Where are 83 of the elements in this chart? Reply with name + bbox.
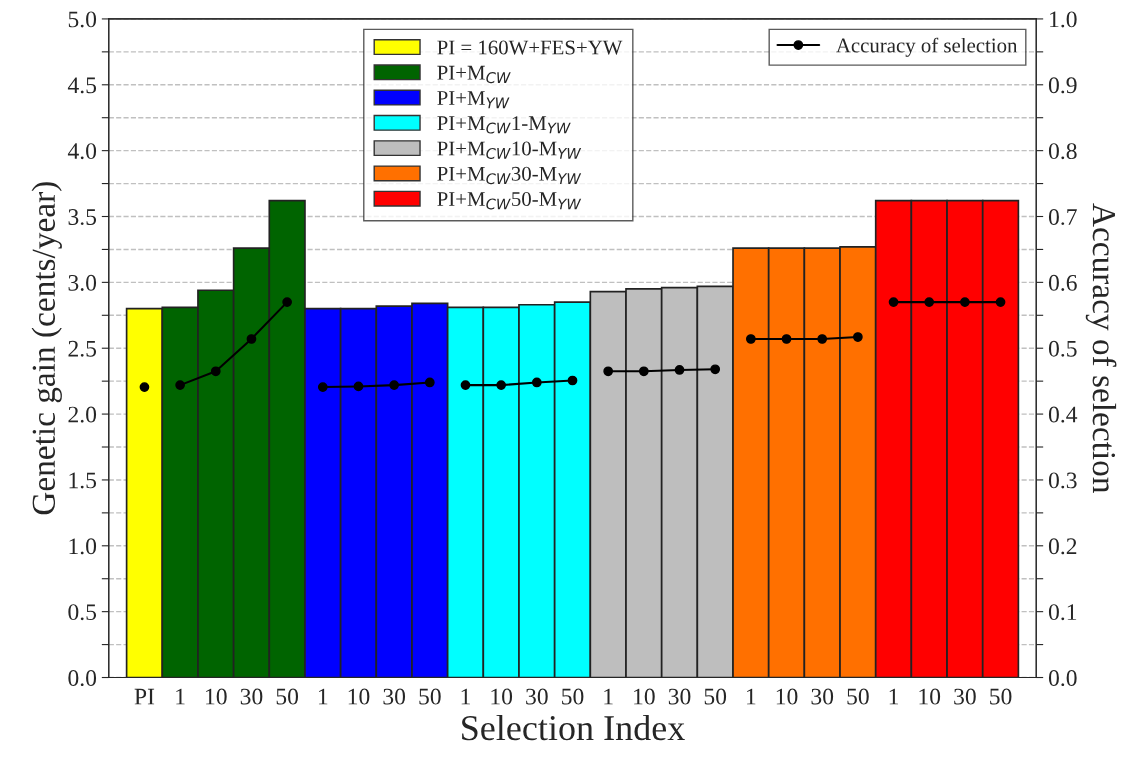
- y-axis-title: Genetic gain (cents/year): [31, 182, 62, 515]
- point: [853, 332, 863, 342]
- point: [496, 380, 507, 390]
- point: [638, 366, 649, 377]
- y2-tick-label: 0.0: [1048, 670, 1077, 687]
- point: [888, 297, 899, 307]
- x-tick-label: 10: [206, 688, 227, 705]
- legend-label: PI+M$_{CW}$50-M$_{YW}$: [437, 192, 582, 210]
- x-tick-label: 1: [461, 688, 470, 705]
- y2-tick-label: 0.3: [1048, 472, 1077, 489]
- point: [567, 375, 578, 386]
- x-tick-label: 50: [562, 688, 584, 705]
- point: [710, 364, 721, 375]
- point: [175, 380, 185, 390]
- legend-label: PI = 160W+FES+YW: [437, 40, 623, 55]
- x-tick-label: 50: [704, 688, 727, 705]
- y2-tick-label: 0.4: [1048, 406, 1078, 423]
- point: [960, 297, 970, 307]
- point: [317, 382, 328, 392]
- point: [817, 334, 828, 344]
- y-tick-label: 5.0: [68, 11, 97, 28]
- point: [995, 297, 1006, 307]
- legend-label: Accuracy of selection: [836, 37, 1018, 57]
- y2-tick-label: 0.1: [1048, 604, 1077, 621]
- x-tick-label: 10: [776, 688, 798, 705]
- x-tick-label: 30: [811, 688, 834, 705]
- x-tick-label: 1: [604, 688, 613, 705]
- x-tick-label: 10: [348, 688, 370, 705]
- y-tick-label: 1.5: [69, 472, 97, 489]
- x-tick-label: 30: [954, 688, 976, 705]
- y-tick-label: 4.5: [67, 77, 97, 94]
- x-tick-label: 50: [990, 688, 1012, 705]
- x-tick-label: 1: [747, 688, 756, 705]
- legend-label: PI+M$_{CW}$10-M$_{YW}$: [437, 141, 582, 159]
- y-tick-label: 0.0: [68, 670, 97, 687]
- point: [745, 334, 756, 344]
- point: [603, 366, 614, 377]
- x-tick-label: 1: [889, 688, 899, 705]
- y-tick-label: 2.5: [68, 340, 97, 357]
- legend-label: PI+M$_{CW}$1-M$_{YW}$: [437, 116, 571, 134]
- y2-tick-label: 0.5: [1048, 340, 1077, 357]
- x-tick-label: 30: [526, 688, 548, 705]
- y2-axis-title: Accuracy of selection: [1085, 203, 1117, 494]
- y2-tick-label: 0.8: [1048, 143, 1077, 160]
- y2-tick-label: 0.6: [1048, 274, 1077, 291]
- y-tick-label: 3.5: [68, 209, 97, 226]
- point: [246, 334, 257, 344]
- x-tick-label: 10: [491, 688, 513, 705]
- x-tick-label: 10: [634, 688, 655, 705]
- x-tick-label: 30: [668, 688, 691, 705]
- y-tick-label: 0.5: [68, 604, 97, 621]
- y2-tick-label: 0.7: [1048, 208, 1077, 226]
- point: [531, 377, 542, 388]
- point: [781, 334, 792, 344]
- point: [924, 297, 935, 307]
- point: [674, 365, 685, 375]
- point: [139, 382, 150, 392]
- x-tick-label: 1: [318, 688, 328, 705]
- point: [282, 297, 292, 307]
- point: [210, 366, 221, 377]
- y-tick-label: 4.0: [67, 143, 97, 160]
- x-tick-label: 50: [847, 688, 869, 705]
- x-axis-title: Selection Index: [462, 714, 685, 741]
- legend-label: PI+M$_{CW}$: [437, 65, 511, 84]
- y2-tick-label: 0.2: [1048, 538, 1077, 555]
- y-tick-label: 2.0: [68, 406, 97, 423]
- x-tick-label: 30: [240, 688, 263, 705]
- point: [389, 380, 400, 390]
- x-tick-label: PI: [134, 688, 155, 705]
- y-tick-label: 3.0: [68, 274, 97, 291]
- x-tick-label: 50: [276, 688, 299, 705]
- x-tick-label: 1: [176, 688, 185, 705]
- point: [460, 380, 471, 390]
- x-tick-label: 30: [383, 688, 406, 705]
- y2-tick-label: 1.0: [1050, 11, 1077, 28]
- point: [424, 377, 435, 388]
- x-tick-label: 10: [919, 688, 941, 705]
- x-tick-label: 50: [419, 688, 441, 705]
- y-tick-label: 1.0: [69, 538, 97, 555]
- legend-label: PI+M$_{YW}$: [437, 91, 510, 109]
- legend-label: PI+M$_{CW}$30-M$_{YW}$: [437, 166, 582, 185]
- point: [353, 381, 364, 392]
- y2-tick-label: 0.9: [1048, 77, 1077, 94]
